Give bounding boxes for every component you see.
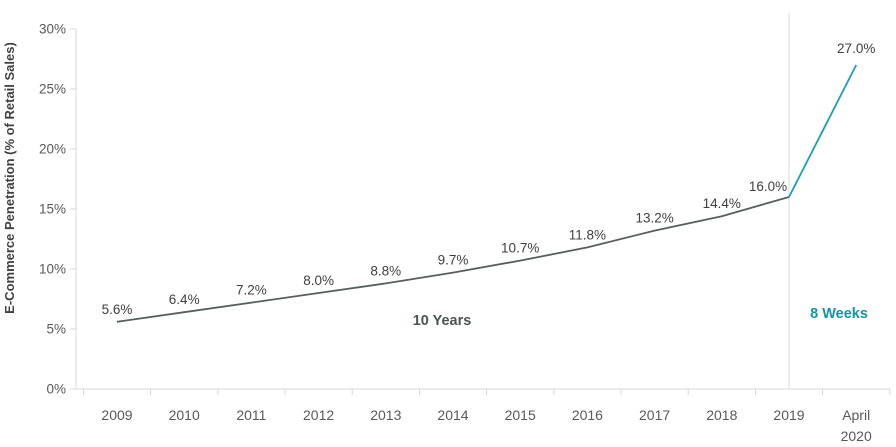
y-tick-label: 25% xyxy=(39,82,66,97)
x-tick-label: April 2020 xyxy=(841,407,872,444)
x-tick-label: 2010 xyxy=(169,407,200,423)
y-tick-label: 10% xyxy=(39,262,66,277)
annotation-8-weeks: 8 Weeks xyxy=(810,306,868,322)
y-axis-title: E-Commerce Penetration (% of Retail Sale… xyxy=(2,42,17,314)
x-tick-label: 2019 xyxy=(773,407,804,423)
data-point-label: 5.6% xyxy=(102,302,133,317)
y-tick-label: 20% xyxy=(39,142,66,157)
y-tick-label: 0% xyxy=(46,382,66,397)
data-point-label: 9.7% xyxy=(438,253,469,268)
annotation-10-years: 10 Years xyxy=(413,313,472,329)
x-tick-label: 2015 xyxy=(505,407,536,423)
x-tick-label: 2013 xyxy=(370,407,401,423)
data-point-label: 6.4% xyxy=(169,292,200,307)
series-line-10-years xyxy=(116,196,790,323)
data-point-label: 27.0% xyxy=(837,41,875,56)
series-line-8-weeks xyxy=(788,64,858,198)
x-tick-label: 2009 xyxy=(101,407,132,423)
x-tick-label: 2014 xyxy=(437,407,468,423)
x-tick-label: 2016 xyxy=(572,407,603,423)
data-point-label: 13.2% xyxy=(635,211,673,226)
data-point-label: 8.8% xyxy=(370,263,401,278)
data-point-label: 8.0% xyxy=(303,273,334,288)
data-point-label: 16.0% xyxy=(749,179,787,194)
x-tick-label: 2017 xyxy=(639,407,670,423)
data-point-label: 14.4% xyxy=(703,196,741,211)
y-tick-label: 30% xyxy=(39,22,66,37)
x-tick-label: 2012 xyxy=(303,407,334,423)
y-tick-label: 15% xyxy=(39,202,66,217)
data-point-label: 11.8% xyxy=(569,227,606,242)
data-point-label: 7.2% xyxy=(236,283,267,298)
x-tick-label: 2018 xyxy=(706,407,737,423)
data-point-label: 10.7% xyxy=(501,241,539,256)
x-tick-label: 2011 xyxy=(236,407,266,423)
y-tick-label: 5% xyxy=(46,322,66,337)
